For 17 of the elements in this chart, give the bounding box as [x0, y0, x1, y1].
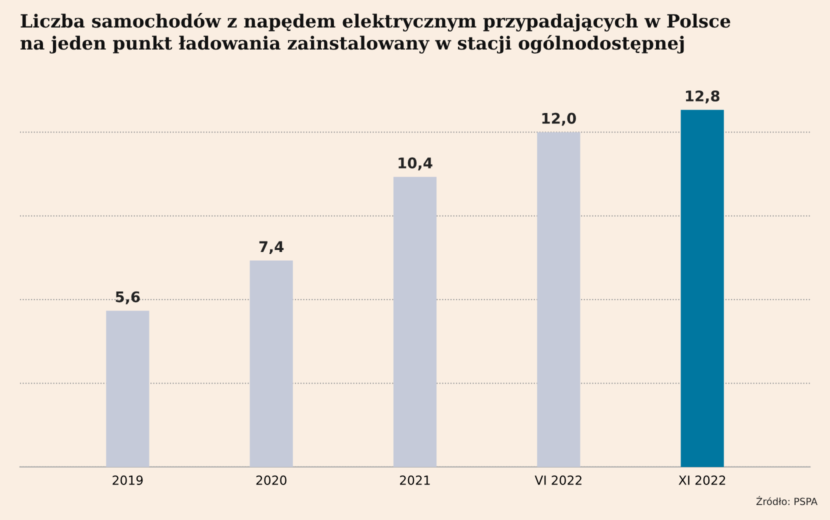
data-label: 12,0	[542, 112, 576, 126]
text: Źródło: PSPA	[756, 496, 818, 506]
bar	[393, 176, 437, 467]
data-label: 10,4	[398, 157, 432, 170]
bar	[106, 310, 150, 467]
data-label: 5,6	[116, 291, 140, 304]
x-tick-label: VI 2022	[534, 476, 582, 485]
x-tick-label: 2021	[400, 476, 430, 485]
chart-title: Liczba samochodów z napędem elektrycznym przypadających w Polsce na jeden punkt ładowania zainstalowany w stacji ogólnodostępnej	[20, 13, 730, 54]
x-tick-label: 2019	[112, 476, 143, 485]
bar	[680, 110, 724, 467]
data-label: 7,4	[259, 241, 284, 254]
x-tick-label: 2020	[256, 476, 286, 485]
bar	[250, 260, 293, 467]
data-label: 12,8	[686, 90, 720, 104]
x-tick-label: XI 2022	[678, 476, 726, 485]
bar	[537, 132, 580, 467]
